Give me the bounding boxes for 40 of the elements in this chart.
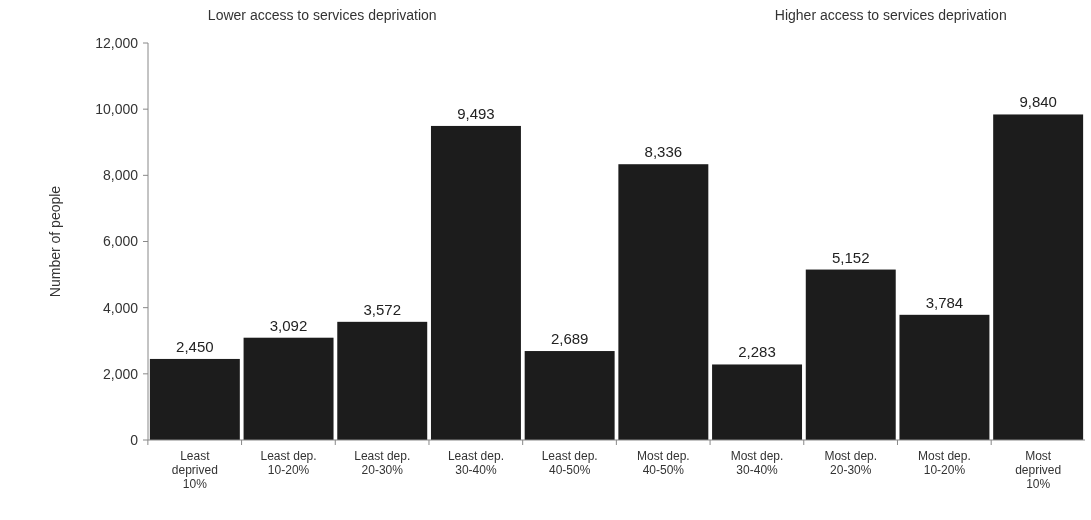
y-tick-label: 0 [130, 431, 139, 448]
y-tick-label: 8,000 [102, 167, 139, 184]
bar [993, 114, 1084, 440]
bar [618, 164, 709, 440]
bar [805, 269, 896, 440]
bar [430, 125, 521, 440]
data-label: 9,840 [1019, 93, 1057, 111]
data-label: 3,092 [269, 316, 308, 334]
x-tick-label: Least dep. 30-40% [447, 449, 504, 477]
x-tick-label: Most deprived 10% [1015, 449, 1062, 491]
data-label: 5,152 [831, 248, 870, 266]
text: Higher access to services deprivation [774, 7, 1007, 23]
data-label: 8,336 [644, 143, 683, 161]
x-tick-label: Most dep. 40-50% [637, 449, 690, 477]
text: Lower access to services deprivation [207, 7, 437, 23]
data-label: 9,493 [457, 104, 495, 122]
bar [149, 358, 240, 440]
data-label: 2,283 [738, 343, 776, 361]
data-label: 3,572 [363, 300, 402, 318]
y-tick-label: 4,000 [102, 299, 139, 316]
y-tick-label: 10,000 [95, 101, 139, 118]
bar [524, 351, 615, 440]
x-tick-label: Most dep. 30-40% [730, 449, 784, 477]
data-label: 2,450 [176, 337, 214, 355]
x-tick-label: Most dep. 20-30% [824, 449, 878, 477]
y-axis-title: Number of people [47, 185, 63, 298]
x-tick-label: Least deprived 10% [171, 449, 218, 491]
data-label: 3,784 [925, 293, 964, 311]
bar [243, 337, 334, 440]
x-tick-label: Least dep. 40-50% [541, 449, 598, 477]
x-tick-label: Least dep. 10-20% [260, 449, 317, 477]
bar [899, 314, 990, 440]
bar [337, 321, 428, 440]
x-tick-label: Most dep. 10-20% [918, 449, 971, 477]
y-tick-label: 2,000 [102, 365, 139, 382]
bar [712, 364, 803, 440]
x-tick-label: Least dep. 20-30% [354, 449, 411, 477]
y-tick-label: 12,000 [95, 34, 139, 51]
y-tick-label: 6,000 [102, 233, 139, 250]
data-label: 2,689 [550, 330, 589, 348]
